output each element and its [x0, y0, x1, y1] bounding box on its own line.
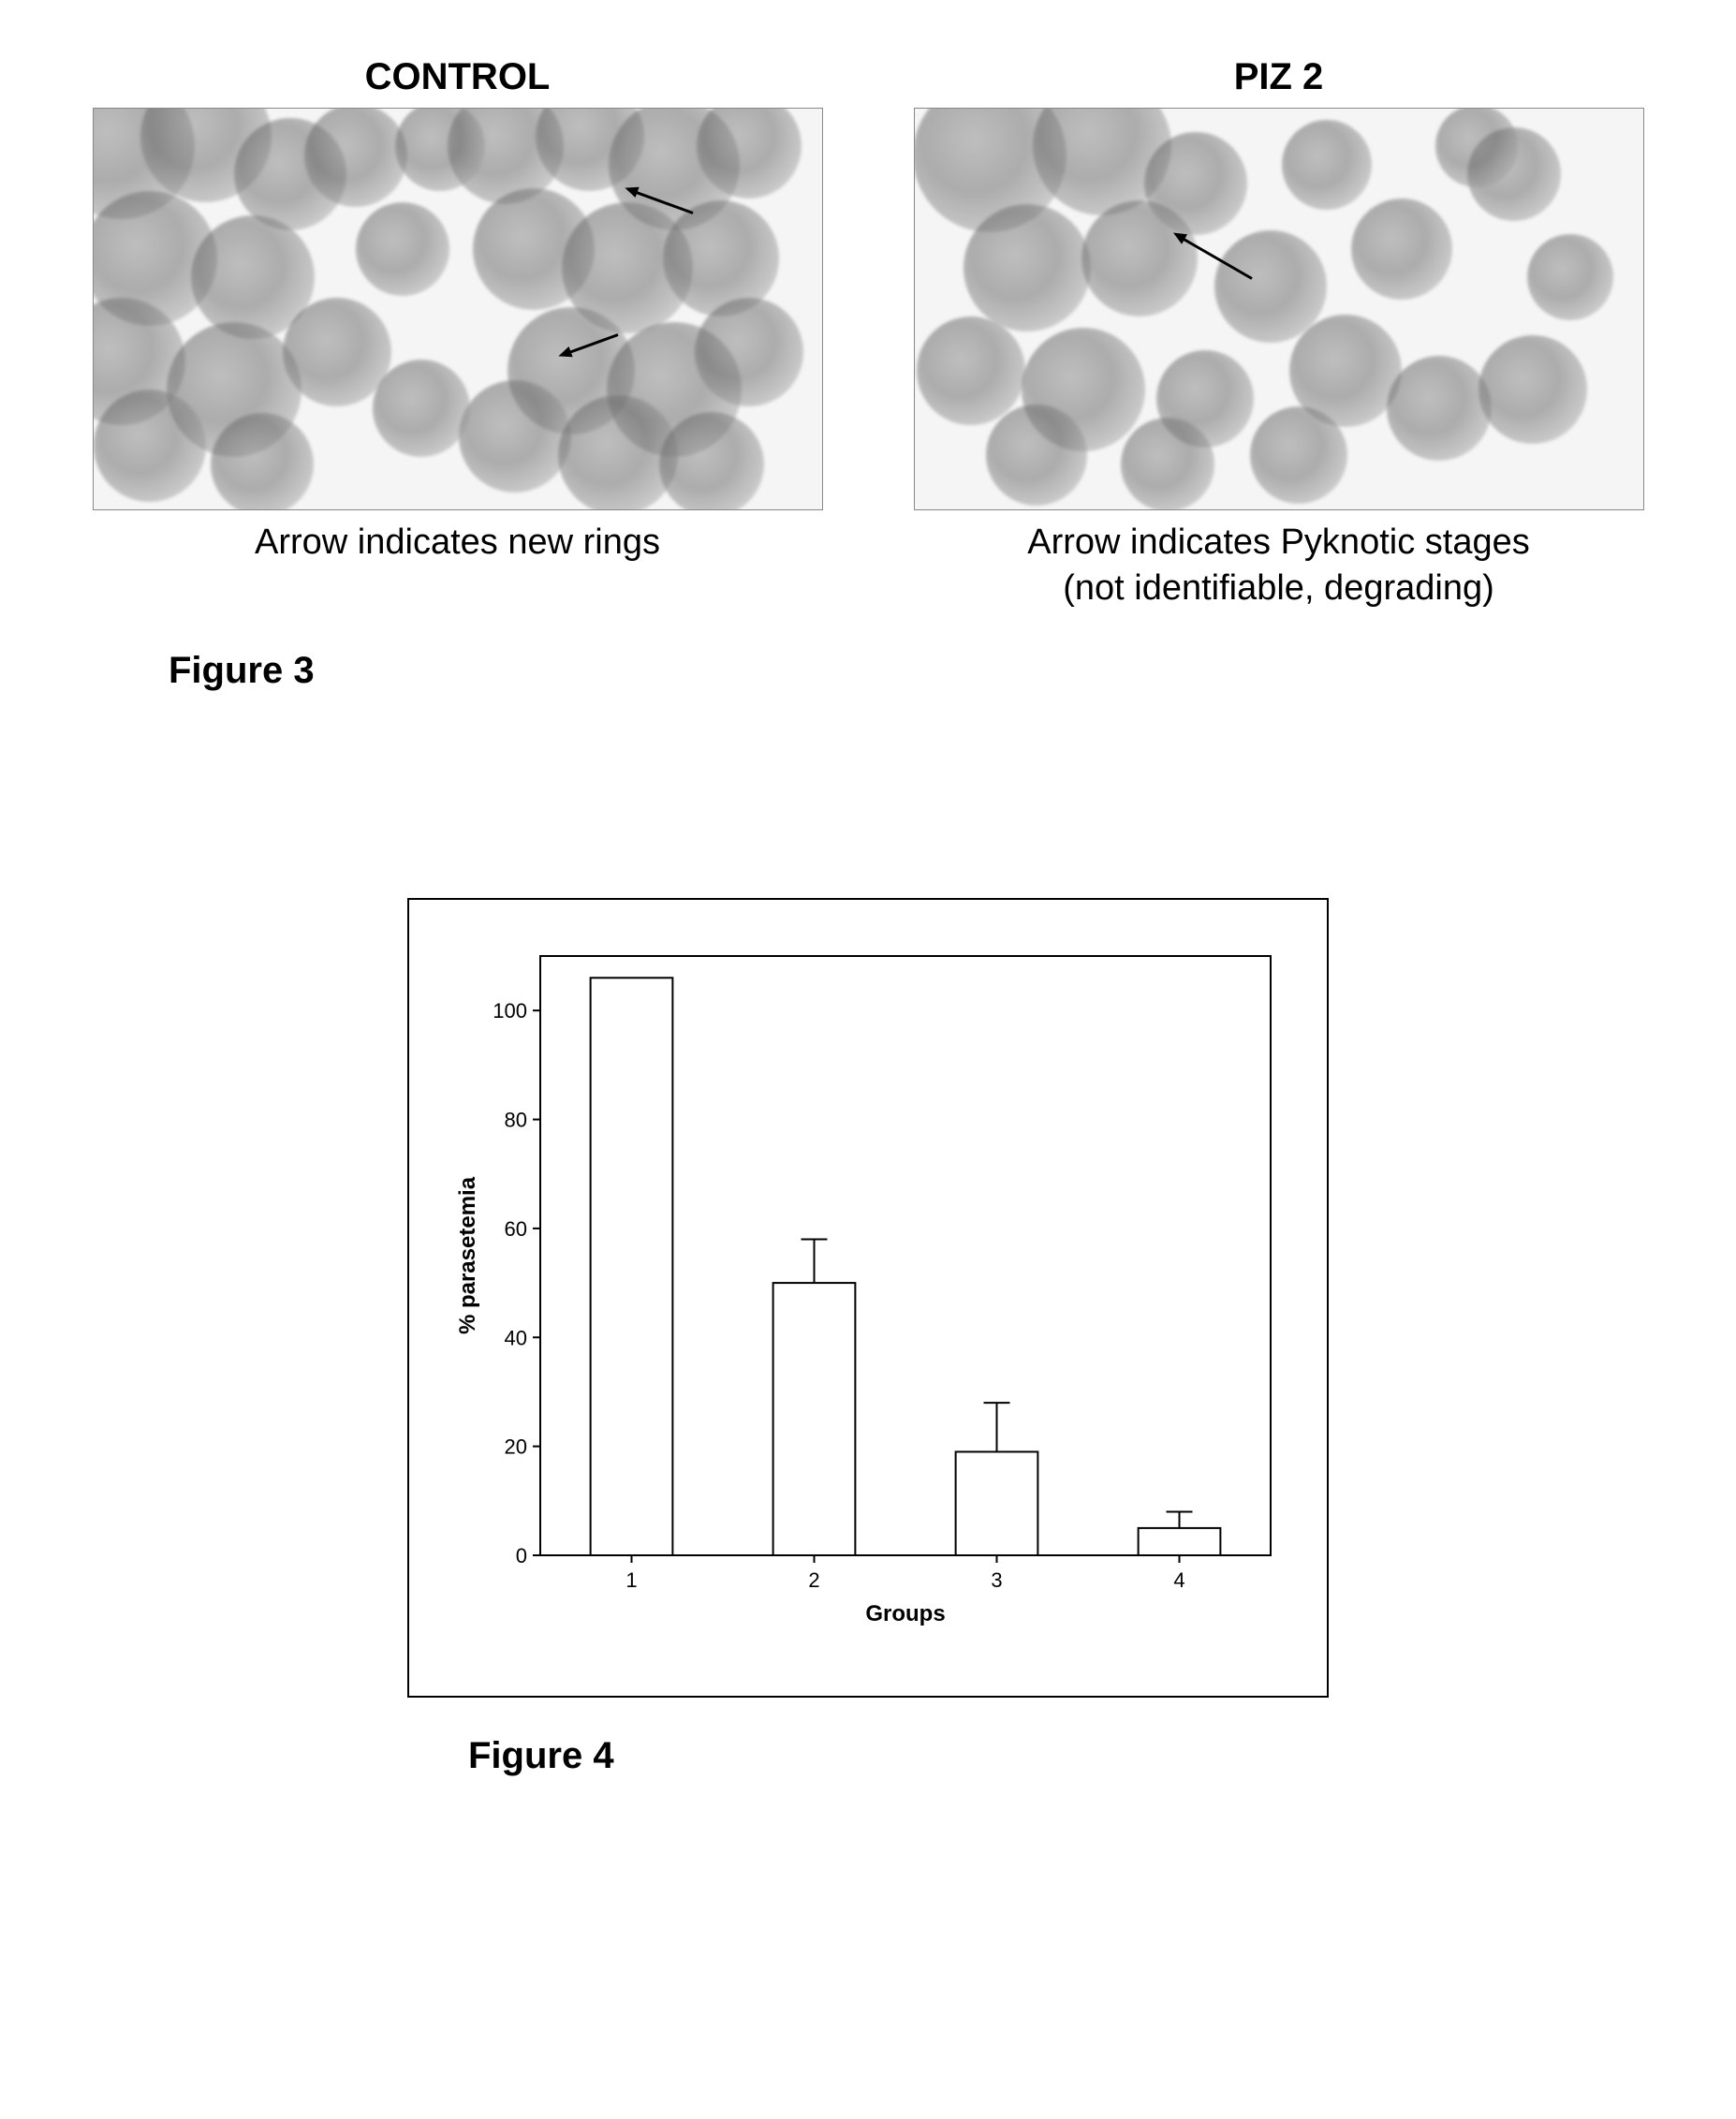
- cell-blob: [373, 360, 470, 457]
- cell-blob: [1435, 108, 1518, 187]
- bar: [1139, 1528, 1221, 1555]
- cell-blob: [94, 390, 206, 502]
- cell-blob: [395, 108, 485, 191]
- cell-blob: [1250, 406, 1347, 504]
- cell-blob: [695, 298, 803, 406]
- cell-blob: [917, 316, 1025, 425]
- x-tick-label: 2: [808, 1568, 819, 1592]
- cell-blob: [1214, 230, 1327, 343]
- cell-blob: [356, 202, 449, 296]
- cell-blob: [1387, 356, 1492, 461]
- x-tick-label: 4: [1173, 1568, 1184, 1592]
- control-caption: Arrow indicates new rings: [255, 520, 660, 566]
- piz2-panel: PIZ 2 Arrow indicates Pyknotic stages (n…: [896, 56, 1661, 612]
- figure4-chart-frame: 0 20 40 60 80 100 % parasetemia Groups 1 2 3 4: [407, 898, 1329, 1698]
- piz2-caption-line2: (not identifiable, degrading): [1063, 568, 1494, 608]
- bar: [773, 1283, 856, 1555]
- cell-blob: [964, 204, 1091, 331]
- cell-blob: [1282, 120, 1372, 210]
- bar: [591, 978, 673, 1555]
- x-tick-label: 1: [625, 1568, 637, 1592]
- y-tick-label: 20: [505, 1435, 527, 1458]
- piz2-title: PIZ 2: [1234, 56, 1324, 98]
- y-tick-label: 40: [505, 1326, 527, 1349]
- figure3-label: Figure 3: [169, 650, 1661, 692]
- cell-blob: [1121, 418, 1214, 510]
- cell-blob: [659, 412, 764, 510]
- piz2-micrograph: [914, 108, 1644, 510]
- figure4-chart-wrap: 0 20 40 60 80 100 % parasetemia Groups 1 2 3 4: [75, 898, 1661, 1698]
- cell-blob: [1479, 335, 1587, 444]
- y-tick-label: 60: [505, 1217, 527, 1241]
- figure4-label: Figure 4: [468, 1735, 1661, 1777]
- x-axis-label: Groups: [865, 1601, 945, 1626]
- y-tick-label: 100: [493, 999, 527, 1023]
- control-title: CONTROL: [365, 56, 551, 98]
- cell-blob: [304, 108, 407, 207]
- cell-blob: [459, 380, 571, 493]
- cell-blob: [211, 413, 314, 510]
- y-tick-label: 0: [516, 1544, 527, 1567]
- piz2-caption: Arrow indicates Pyknotic stages (not ide…: [1027, 520, 1529, 612]
- x-tick-label: 3: [991, 1568, 1002, 1592]
- cell-blob: [283, 298, 391, 406]
- bar: [956, 1451, 1038, 1555]
- cell-blob: [1144, 132, 1247, 235]
- y-axis-label: % parasetemia: [455, 1176, 480, 1334]
- parasetemia-bar-chart: 0 20 40 60 80 100 % parasetemia Groups 1 2 3 4: [437, 928, 1299, 1640]
- figure3-row: CONTROL Arrow indicates new rings PIZ 2 …: [75, 56, 1661, 612]
- cell-blob: [986, 405, 1087, 506]
- control-panel: CONTROL Arrow indicates new rings: [75, 56, 840, 612]
- cell-blob: [1351, 199, 1452, 300]
- cell-blob: [1527, 234, 1613, 320]
- control-micrograph: [93, 108, 823, 510]
- y-tick-label: 80: [505, 1108, 527, 1131]
- piz2-caption-line1: Arrow indicates Pyknotic stages: [1027, 522, 1529, 562]
